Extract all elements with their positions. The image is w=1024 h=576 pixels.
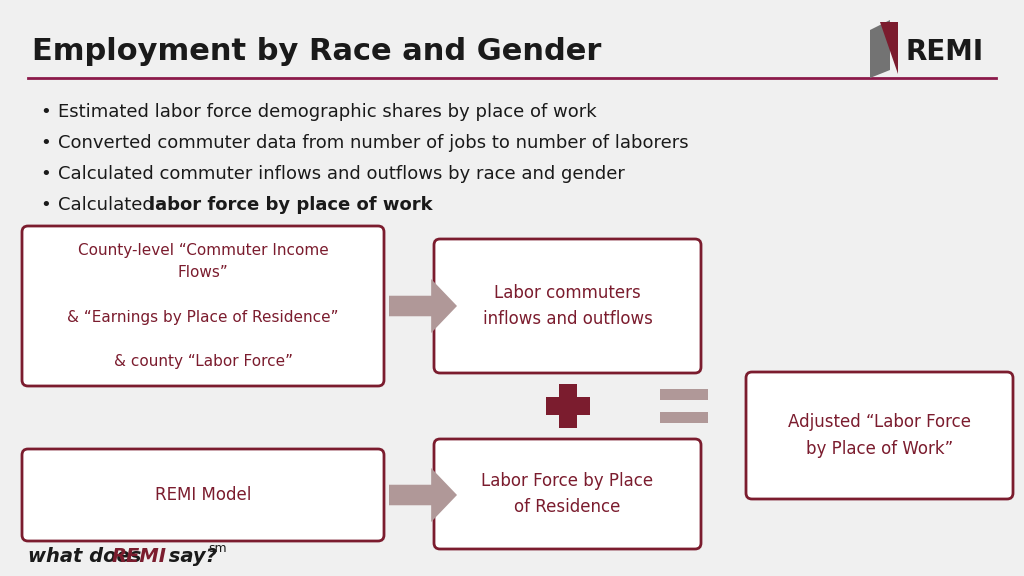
Text: •: • bbox=[40, 103, 51, 121]
Polygon shape bbox=[880, 22, 898, 74]
Polygon shape bbox=[870, 20, 890, 78]
Text: •: • bbox=[40, 134, 51, 152]
Text: County-level “Commuter Income
Flows”

& “Earnings by Place of Residence”

& coun: County-level “Commuter Income Flows” & “… bbox=[68, 243, 339, 369]
Text: sm: sm bbox=[208, 543, 226, 555]
FancyBboxPatch shape bbox=[22, 449, 384, 541]
Text: •: • bbox=[40, 196, 51, 214]
Polygon shape bbox=[546, 397, 590, 415]
FancyBboxPatch shape bbox=[22, 226, 384, 386]
Text: labor force by place of work: labor force by place of work bbox=[150, 196, 432, 214]
Text: Employment by Race and Gender: Employment by Race and Gender bbox=[32, 37, 601, 66]
Text: Calculated: Calculated bbox=[58, 196, 160, 214]
FancyBboxPatch shape bbox=[434, 439, 701, 549]
Polygon shape bbox=[558, 384, 577, 428]
FancyBboxPatch shape bbox=[434, 239, 701, 373]
Text: Adjusted “Labor Force
by Place of Work”: Adjusted “Labor Force by Place of Work” bbox=[788, 414, 971, 458]
Text: REMI Model: REMI Model bbox=[155, 486, 251, 504]
Text: REMI: REMI bbox=[906, 38, 984, 66]
Text: •: • bbox=[40, 165, 51, 183]
Text: Labor Force by Place
of Residence: Labor Force by Place of Residence bbox=[481, 472, 653, 516]
Text: Labor commuters
inflows and outflows: Labor commuters inflows and outflows bbox=[482, 284, 652, 328]
Text: what does: what does bbox=[28, 547, 148, 566]
Polygon shape bbox=[660, 412, 708, 423]
Text: REMI: REMI bbox=[112, 547, 167, 566]
Text: Estimated labor force demographic shares by place of work: Estimated labor force demographic shares… bbox=[58, 103, 597, 121]
Text: Converted commuter data from number of jobs to number of laborers: Converted commuter data from number of j… bbox=[58, 134, 688, 152]
Text: say?: say? bbox=[162, 547, 217, 566]
FancyBboxPatch shape bbox=[746, 372, 1013, 499]
Polygon shape bbox=[389, 468, 457, 522]
Polygon shape bbox=[660, 389, 708, 400]
Text: Calculated commuter inflows and outflows by race and gender: Calculated commuter inflows and outflows… bbox=[58, 165, 625, 183]
Polygon shape bbox=[389, 279, 457, 333]
